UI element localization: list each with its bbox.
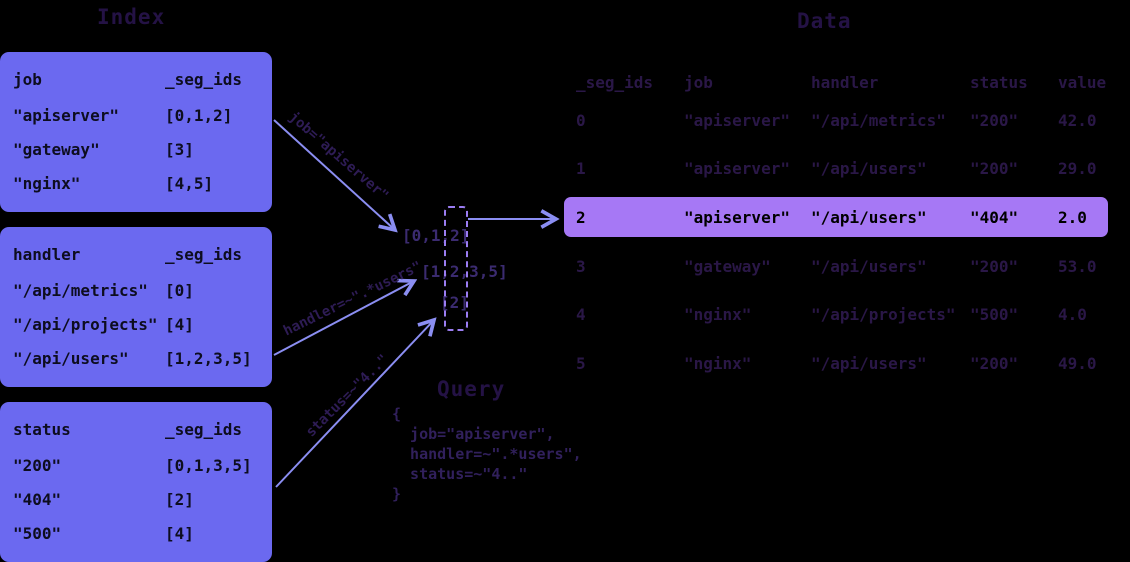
seg-ids-value: [4]: [165, 315, 194, 334]
job-lookup-arrow: [273, 119, 395, 230]
cell-seg-id: 3: [576, 256, 586, 276]
table-row: 3 "gateway" "/api/users" "200" 53.0: [564, 246, 1108, 286]
column-header: _seg_ids: [165, 70, 243, 89]
column-header: _seg_ids: [576, 72, 654, 92]
cell-job: "nginx": [684, 353, 752, 373]
index-key: "/api/users": [13, 349, 129, 368]
cell-handler: "/api/users": [811, 256, 927, 276]
cell-value: 2.0: [1058, 207, 1087, 227]
cell-seg-id: 1: [576, 158, 586, 178]
index-key: "/api/projects": [13, 315, 158, 334]
seg-ids-value: [2]: [165, 490, 194, 509]
handler-result-list: [1,2,3,5]: [421, 262, 508, 281]
handler-matcher-label: handler=~".*users": [281, 258, 425, 340]
cell-job: "nginx": [684, 304, 752, 324]
cell-handler: "/api/users": [811, 207, 927, 227]
column-header: status: [13, 420, 71, 439]
cell-value: 4.0: [1058, 304, 1087, 324]
index-table-job: job _seg_ids "apiserver" [0,1,2] "gatewa…: [0, 52, 272, 212]
cell-seg-id: 0: [576, 110, 586, 130]
cell-value: 29.0: [1058, 158, 1097, 178]
cell-seg-id: 4: [576, 304, 586, 324]
table-row-highlighted: 2 "apiserver" "/api/users" "404" 2.0: [564, 197, 1108, 237]
index-key: "500": [13, 524, 62, 543]
cell-job: "apiserver": [684, 158, 790, 178]
cell-status: "500": [970, 304, 1019, 324]
column-header: _seg_ids: [165, 420, 243, 439]
cell-handler: "/api/users": [811, 353, 927, 373]
column-header: status: [970, 72, 1028, 92]
cell-job: "apiserver": [684, 207, 790, 227]
cell-job: "gateway": [684, 256, 771, 276]
seg-ids-value: [3]: [165, 140, 194, 159]
index-section-title: Index: [97, 5, 166, 29]
cell-seg-id: 2: [576, 207, 586, 227]
cell-handler: "/api/metrics": [811, 110, 946, 130]
table-row: 4 "nginx" "/api/projects" "500" 4.0: [564, 294, 1108, 334]
cell-status: "404": [970, 207, 1019, 227]
cell-seg-id: 5: [576, 353, 586, 373]
cell-handler: "/api/users": [811, 158, 927, 178]
cell-handler: "/api/projects": [811, 304, 956, 324]
data-section-title: Data: [797, 9, 852, 33]
column-header: handler: [13, 245, 81, 264]
column-header: value: [1058, 72, 1107, 92]
index-table-handler: handler _seg_ids "/api/metrics" [0] "/ap…: [0, 227, 272, 387]
intersection-highlight-box: [444, 206, 468, 331]
cell-status: "200": [970, 158, 1019, 178]
seg-ids-value: [4]: [165, 524, 194, 543]
index-key: "apiserver": [13, 106, 119, 125]
cell-status: "200": [970, 353, 1019, 373]
query-section-title: Query: [437, 377, 506, 401]
cell-status: "200": [970, 256, 1019, 276]
column-header: _seg_ids: [165, 245, 243, 264]
cell-value: 49.0: [1058, 353, 1097, 373]
query-code: { job="apiserver", handler=~".*users", s…: [392, 405, 582, 503]
job-matcher-label: job="apiserver": [285, 109, 392, 205]
index-key: "404": [13, 490, 62, 509]
cell-value: 42.0: [1058, 110, 1097, 130]
table-row: 5 "nginx" "/api/users" "200" 49.0: [564, 343, 1108, 383]
seg-ids-value: [0]: [165, 281, 194, 300]
seg-ids-value: [0,1,3,5]: [165, 456, 252, 475]
column-header: job: [684, 72, 713, 92]
data-table-header-row: _seg_ids job handler status value: [564, 62, 1108, 102]
status-result-list: [2]: [440, 293, 469, 312]
cell-job: "apiserver": [684, 110, 790, 130]
index-key: "gateway": [13, 140, 100, 159]
index-table-status: status _seg_ids "200" [0,1,3,5] "404" [2…: [0, 402, 272, 562]
table-row: 1 "apiserver" "/api/users" "200" 29.0: [564, 148, 1108, 188]
table-row: 0 "apiserver" "/api/metrics" "200" 42.0: [564, 100, 1108, 140]
index-key: "/api/metrics": [13, 281, 148, 300]
column-header: job: [13, 70, 42, 89]
seg-ids-value: [4,5]: [165, 174, 214, 193]
column-header: handler: [811, 72, 879, 92]
seg-ids-value: [1,2,3,5]: [165, 349, 252, 368]
seg-ids-value: [0,1,2]: [165, 106, 233, 125]
status-matcher-label: status=~"4..": [303, 351, 392, 441]
index-key: "200": [13, 456, 62, 475]
data-table: _seg_ids job handler status value 0 "api…: [564, 60, 1108, 445]
cell-value: 53.0: [1058, 256, 1097, 276]
job-result-list: [0,1,2]: [402, 226, 470, 245]
cell-status: "200": [970, 110, 1019, 130]
index-key: "nginx": [13, 174, 81, 193]
